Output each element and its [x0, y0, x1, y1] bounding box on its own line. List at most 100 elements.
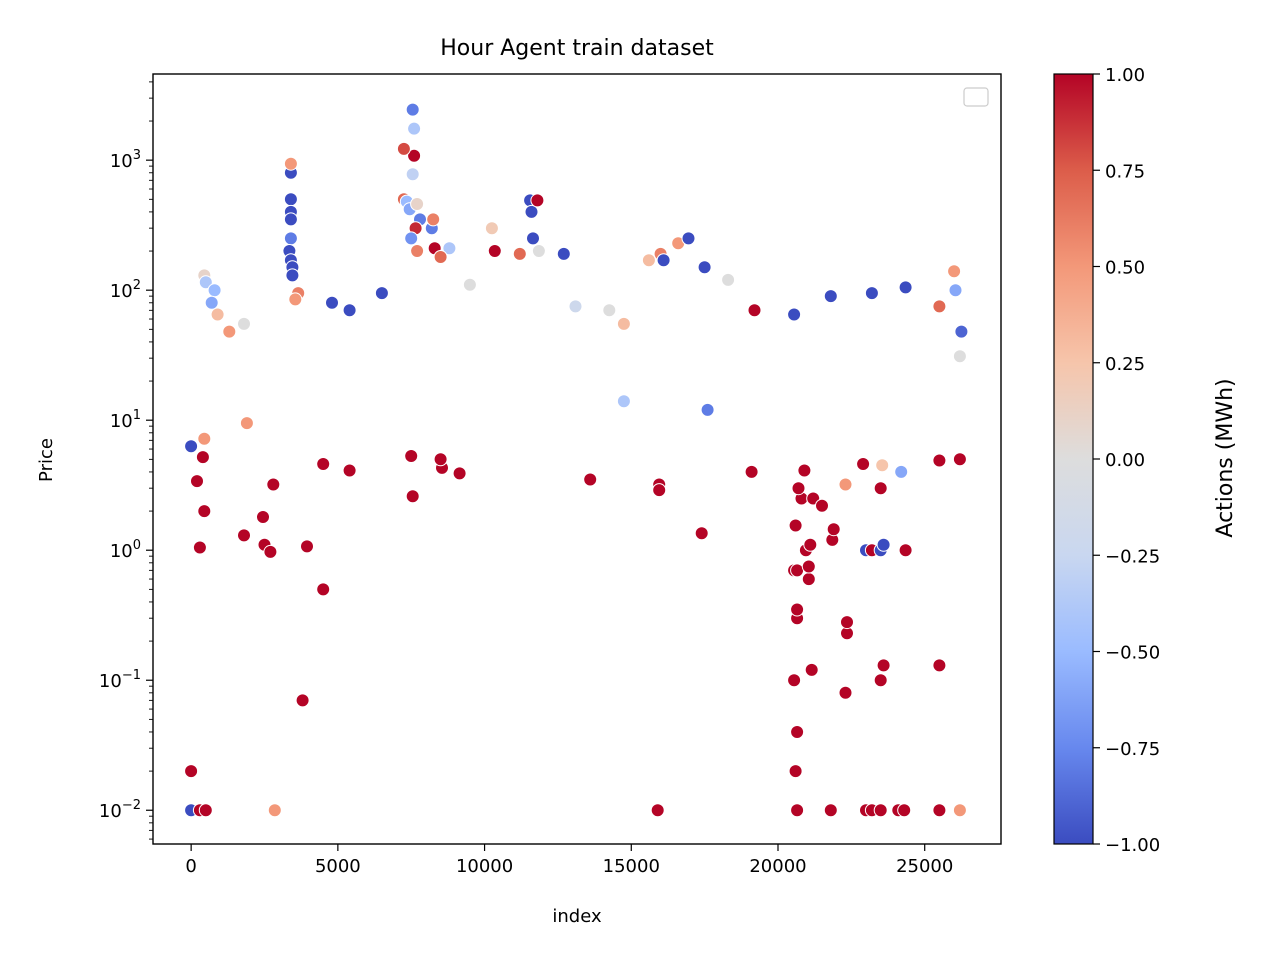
- colorbar-label: Actions (MWh): [1213, 378, 1238, 537]
- colorbar-tick-label: −0.75: [1105, 739, 1160, 760]
- data-point: [856, 457, 871, 471]
- data-point: [452, 466, 467, 481]
- data-point: [898, 280, 913, 295]
- data-point: [952, 452, 967, 467]
- data-point: [932, 803, 947, 818]
- data-point: [190, 474, 204, 489]
- data-point: [947, 264, 962, 279]
- data-point: [342, 463, 357, 478]
- y-tick-label: 102: [110, 278, 141, 302]
- data-point: [207, 283, 222, 298]
- data-point: [801, 572, 816, 587]
- colorbar-gradient: [1053, 73, 1094, 845]
- data-point: [838, 685, 853, 700]
- x-tick-label: 0: [185, 856, 196, 877]
- data-point: [512, 246, 527, 261]
- data-point: [195, 450, 210, 465]
- x-tick-label: 25000: [896, 856, 953, 877]
- x-tick-label: 10000: [456, 856, 513, 877]
- data-point: [410, 244, 425, 258]
- data-point: [952, 803, 967, 818]
- chart-title: Hour Agent train dataset: [440, 36, 714, 61]
- data-point: [295, 693, 310, 708]
- data-point: [616, 394, 631, 409]
- data-point: [790, 602, 805, 617]
- data-point: [652, 483, 667, 498]
- data-point: [316, 457, 331, 471]
- data-point: [484, 221, 499, 236]
- plot-frame: [152, 73, 1002, 845]
- data-point: [694, 526, 709, 541]
- x-tick-label: 20000: [749, 856, 806, 877]
- data-point: [198, 275, 213, 290]
- data-point: [873, 803, 888, 818]
- colorbar-tick-label: −1.00: [1105, 835, 1160, 856]
- data-point: [787, 307, 802, 322]
- data-point: [894, 464, 909, 479]
- data-point: [790, 725, 805, 739]
- colorbar: −1.00 −0.75 −0.50 −0.25 0.00 0.25 0.50 0.75 1.00: [1053, 65, 1160, 856]
- data-point: [681, 231, 696, 246]
- data-point: [285, 268, 300, 283]
- data-point: [700, 402, 715, 417]
- data-point: [198, 803, 213, 818]
- x-tick-label: 5000: [315, 856, 361, 877]
- colorbar-tick-label: 0.75: [1105, 161, 1145, 182]
- y-tick-label: 103: [110, 148, 141, 172]
- colorbar-tick-label: 0.25: [1105, 354, 1145, 375]
- data-point: [184, 439, 199, 454]
- data-point: [787, 673, 802, 688]
- data-point: [876, 658, 891, 673]
- data-point: [263, 544, 278, 559]
- data-point: [487, 244, 502, 258]
- data-point: [823, 803, 838, 818]
- data-point: [197, 431, 212, 446]
- data-point: [823, 289, 838, 304]
- y-tick-label: 10−1: [99, 668, 141, 692]
- data-point: [804, 662, 819, 677]
- data-point: [948, 283, 963, 298]
- data-point: [526, 231, 540, 246]
- data-point: [374, 286, 389, 301]
- y-axis: 10−2 10−1 100 101 102 103: [99, 81, 153, 840]
- data-point: [788, 764, 803, 779]
- data-point: [404, 449, 419, 463]
- data-point: [283, 212, 298, 227]
- data-point: [204, 295, 219, 310]
- data-point: [744, 464, 759, 479]
- data-point: [426, 212, 441, 227]
- data-point: [873, 481, 888, 496]
- data-point: [237, 528, 251, 543]
- data-point: [405, 489, 420, 504]
- data-point: [433, 250, 448, 264]
- data-point: [530, 193, 545, 208]
- data-point: [616, 316, 631, 331]
- data-point: [790, 803, 805, 818]
- x-axis-label: index: [552, 906, 602, 927]
- data-point: [583, 472, 598, 487]
- data-point: [197, 504, 212, 519]
- data-point: [396, 141, 411, 156]
- data-point: [266, 477, 281, 492]
- data-point: [462, 277, 477, 292]
- data-point: [184, 764, 199, 779]
- data-point: [826, 522, 841, 537]
- data-point: [531, 244, 546, 258]
- data-point: [650, 803, 665, 818]
- data-point: [405, 102, 420, 117]
- data-point: [815, 498, 829, 513]
- data-point: [237, 316, 251, 331]
- data-point: [656, 253, 671, 268]
- data-point: [932, 299, 947, 314]
- data-point: [568, 299, 583, 314]
- data-point: [747, 303, 762, 318]
- data-point: [524, 204, 539, 219]
- y-tick-label: 101: [110, 408, 141, 432]
- data-point: [897, 803, 912, 818]
- data-point: [954, 324, 969, 339]
- data-point: [283, 231, 298, 246]
- data-point: [602, 303, 617, 318]
- data-point: [803, 537, 818, 552]
- data-point: [875, 458, 890, 473]
